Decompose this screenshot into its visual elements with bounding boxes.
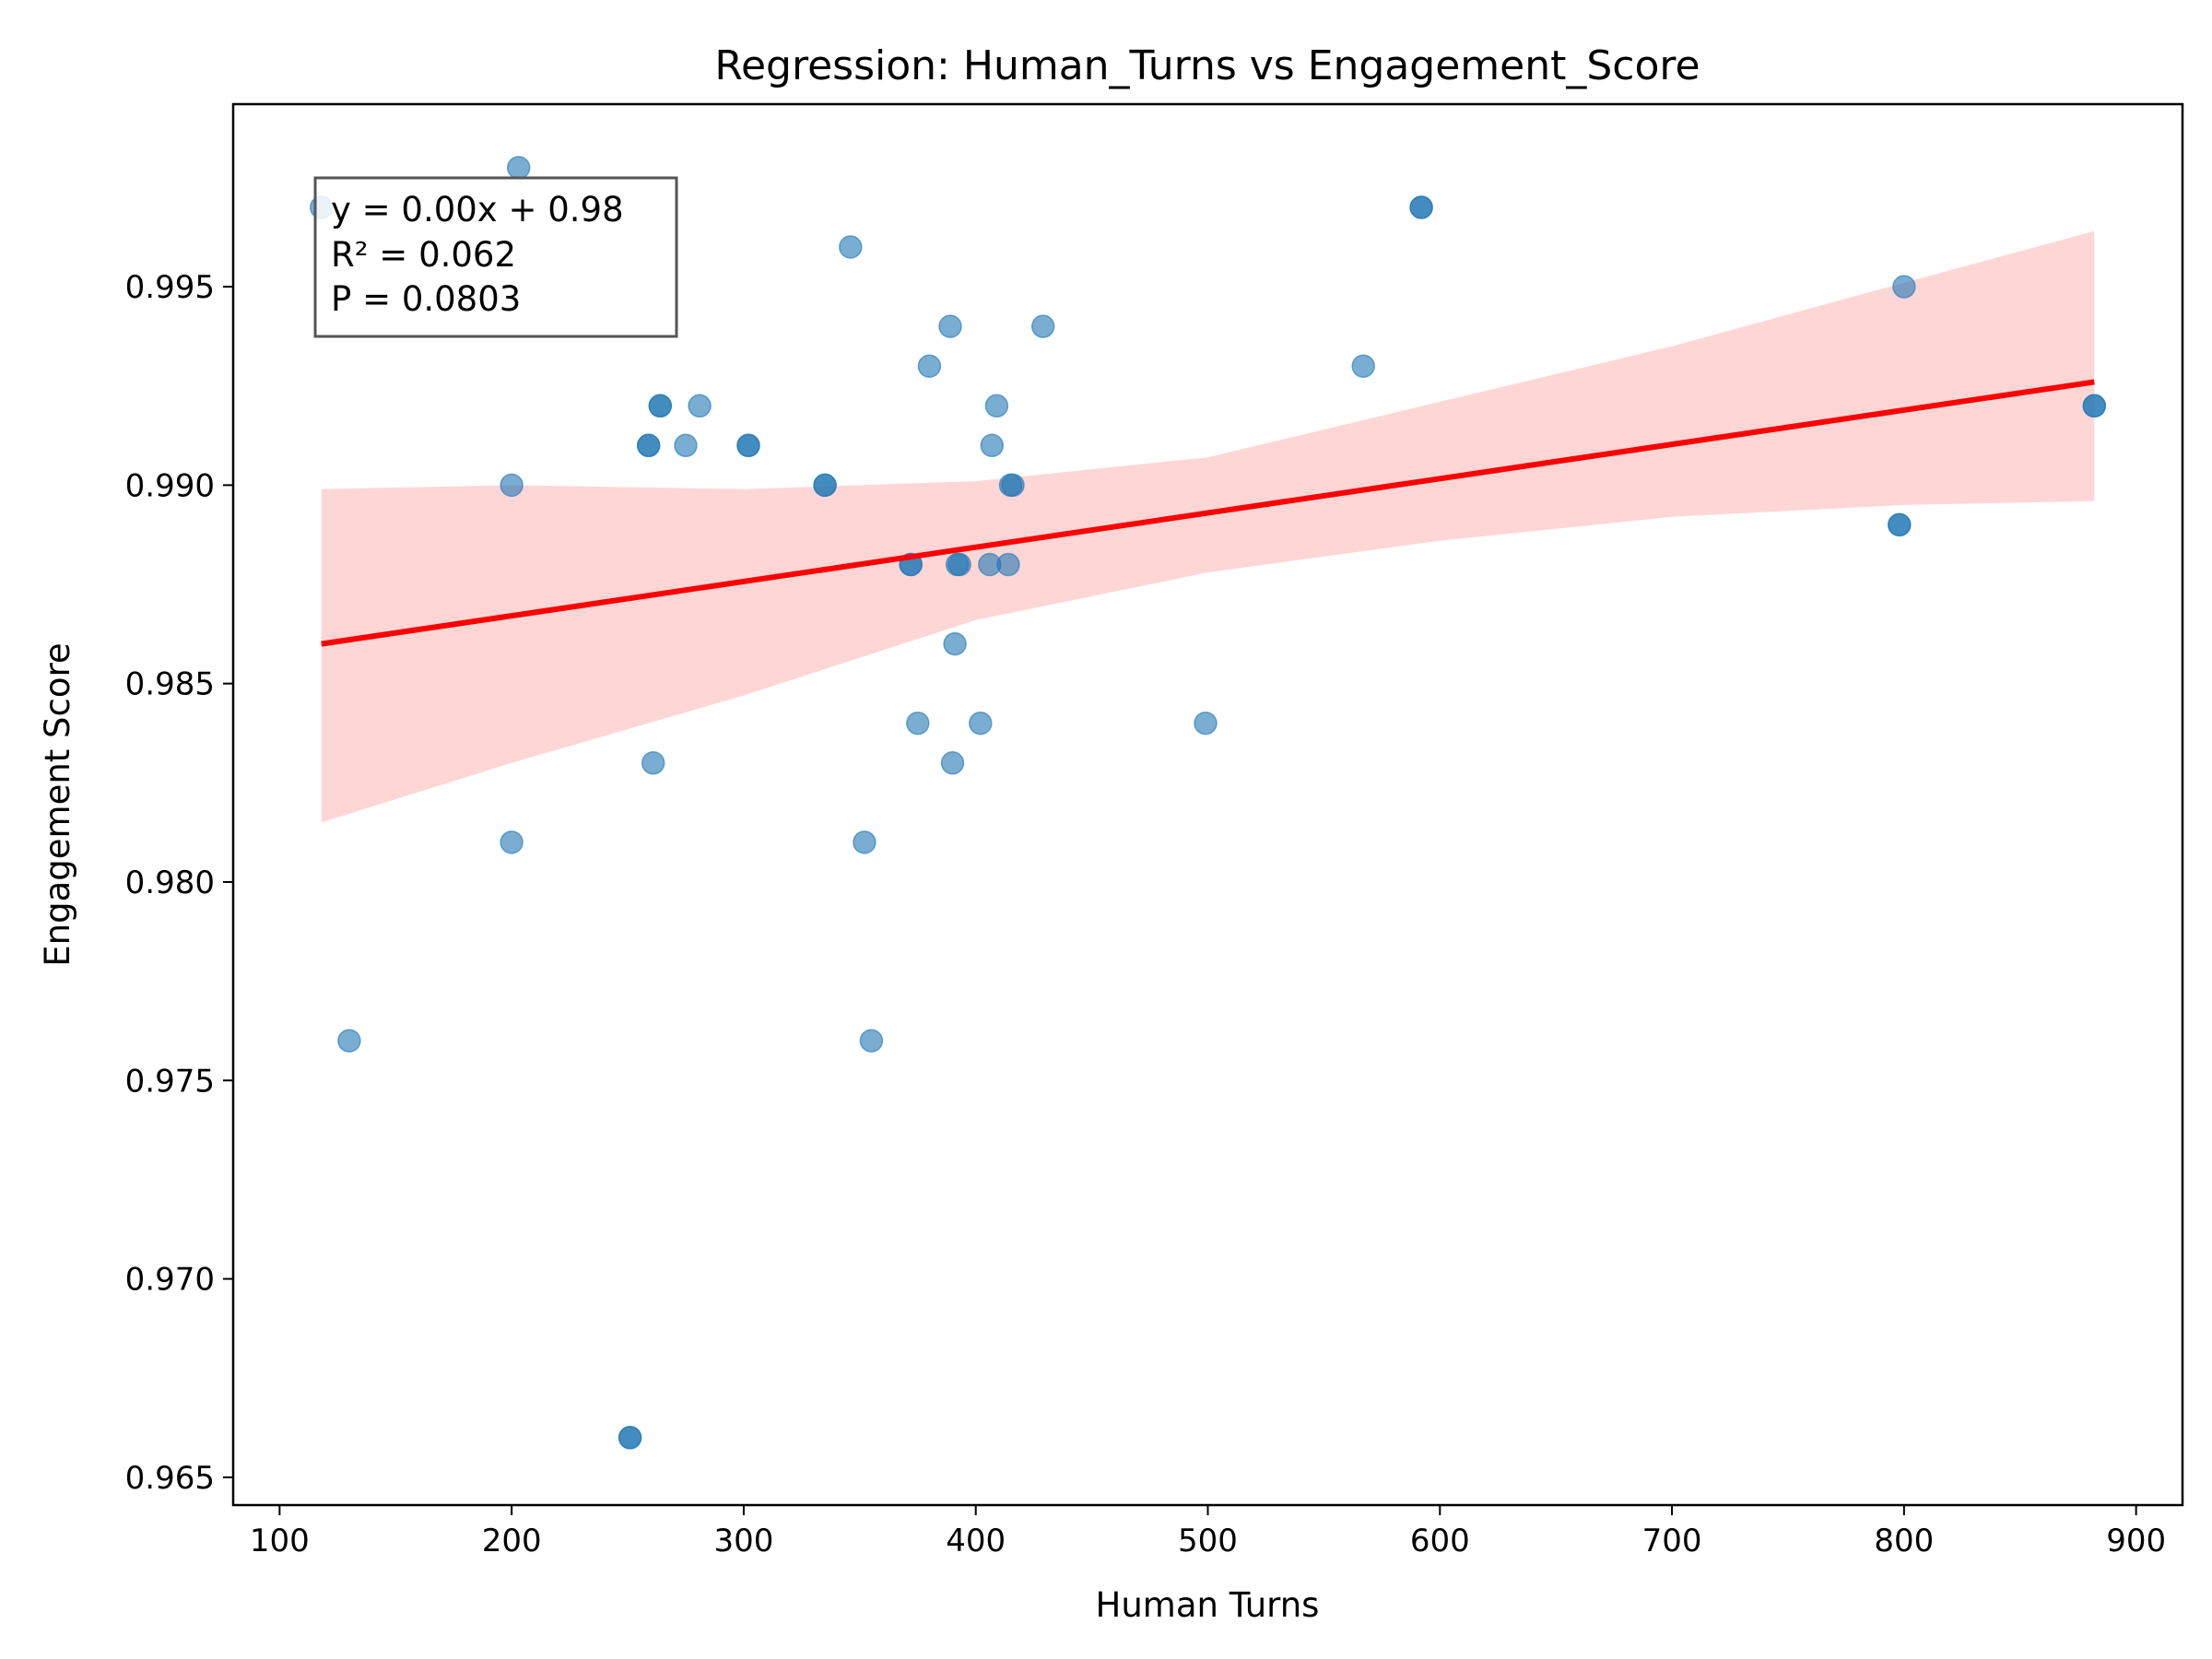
data-point	[943, 631, 967, 656]
data-point	[906, 711, 930, 735]
data-point	[1892, 275, 1916, 299]
x-tick-label: 500	[1178, 1523, 1238, 1559]
stats-box-frame	[313, 176, 678, 338]
data-point	[648, 394, 673, 418]
confidence-band	[321, 230, 2095, 823]
x-tick-label: 400	[946, 1523, 1006, 1559]
data-point	[1001, 473, 1025, 498]
x-tick-label: 200	[482, 1523, 542, 1559]
y-tick-label: 0.995	[125, 269, 215, 306]
data-point	[337, 1029, 361, 1053]
data-point	[839, 235, 863, 259]
y-tick-label: 0.970	[125, 1262, 215, 1299]
data-point	[940, 751, 965, 775]
data-point	[859, 1029, 884, 1053]
data-point	[984, 394, 1009, 418]
data-point	[506, 156, 531, 180]
data-point	[2082, 394, 2107, 418]
x-tick-label: 700	[1642, 1523, 1702, 1559]
data-point	[980, 433, 1005, 458]
y-tick-label: 0.985	[125, 666, 215, 703]
data-point	[1888, 512, 1912, 537]
y-tick-label: 0.975	[125, 1063, 215, 1100]
data-point	[813, 473, 837, 498]
regression-stats-box: y = 0.00x + 0.98 R² = 0.062 P = 0.0803	[313, 176, 678, 338]
x-tick-label: 900	[2106, 1523, 2166, 1559]
data-point	[917, 354, 942, 378]
x-axis-label: Human Turns	[1096, 1585, 1320, 1625]
data-point	[500, 830, 524, 854]
data-point	[947, 552, 971, 577]
data-point	[688, 394, 712, 418]
data-point	[618, 1426, 642, 1450]
y-axis-label: Engagement Score	[38, 642, 77, 966]
x-tick-label: 600	[1410, 1523, 1470, 1559]
x-tick-label: 100	[250, 1523, 310, 1559]
data-point	[500, 473, 524, 498]
data-point	[1194, 711, 1218, 735]
chart-title: Regression: Human_Turns vs Engagement_Sc…	[714, 42, 1700, 89]
y-tick-label: 0.990	[125, 467, 215, 504]
regression-line	[321, 379, 2095, 647]
y-tick-label: 0.965	[125, 1460, 215, 1497]
data-point	[853, 830, 877, 854]
x-tick-label: 800	[1874, 1523, 1934, 1559]
data-point	[938, 314, 962, 338]
data-point	[636, 433, 661, 458]
data-point	[1030, 314, 1055, 338]
data-point	[736, 433, 760, 458]
data-point	[674, 433, 698, 458]
data-point	[641, 751, 665, 775]
x-tick-label: 300	[713, 1523, 773, 1559]
r-squared-text: R² = 0.062	[331, 235, 516, 275]
data-point	[969, 711, 993, 735]
data-point	[1409, 195, 1433, 219]
equation-text: y = 0.00x + 0.98	[331, 190, 624, 229]
p-value-text: P = 0.0803	[331, 279, 521, 319]
data-point	[1351, 354, 1375, 378]
data-point	[996, 552, 1020, 577]
y-tick-label: 0.980	[125, 865, 215, 901]
